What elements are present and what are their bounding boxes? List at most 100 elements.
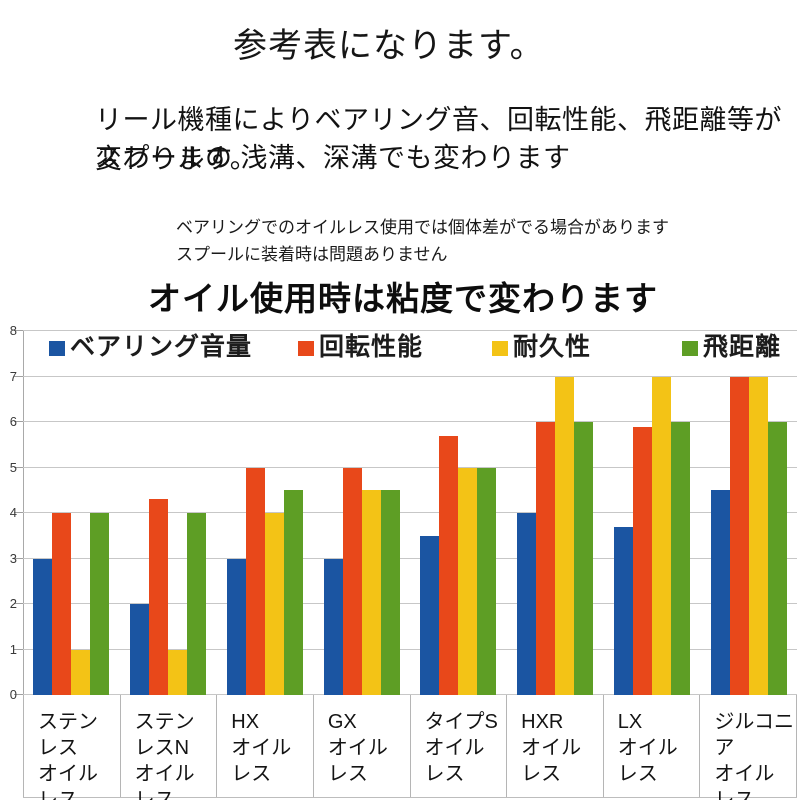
legend-item: 飛距離 bbox=[682, 332, 781, 362]
category-cell: ステンレス オイルレス bbox=[23, 695, 120, 800]
bar bbox=[245, 467, 265, 695]
note-line-2: スプールに装着時は問題ありません bbox=[176, 245, 448, 264]
gridline-7 bbox=[23, 375, 797, 377]
category-label-line2: オイルレス bbox=[134, 763, 195, 800]
bar bbox=[52, 513, 72, 695]
bar bbox=[90, 513, 110, 695]
bar bbox=[439, 435, 459, 695]
plot-area: 0 1 2 3 4 5 6 7 8 bbox=[10, 323, 797, 702]
page-title: 参考表になります。 bbox=[233, 27, 545, 65]
bar bbox=[632, 426, 652, 695]
y-axis-label: 7 bbox=[9, 368, 17, 384]
bar-group bbox=[700, 331, 797, 695]
gridline-3 bbox=[23, 557, 797, 559]
y-axis-tick bbox=[14, 603, 23, 604]
y-axis-tick bbox=[14, 375, 23, 377]
note-line-1: ベアリングでのオイルレス使用では個体差がでる場合があります bbox=[176, 218, 669, 237]
category-label-line1: ジルコニア bbox=[714, 711, 794, 759]
bar bbox=[226, 558, 246, 695]
description-line-2: スプールの 浅溝、深溝でも変わります bbox=[95, 143, 571, 173]
y-axis-label: 5 bbox=[9, 459, 17, 475]
bar bbox=[748, 376, 768, 695]
category-label-line2: オイルレス bbox=[327, 737, 388, 785]
y-axis-label: 0 bbox=[9, 687, 17, 702]
gridline-0 bbox=[23, 694, 797, 695]
bar bbox=[670, 422, 690, 695]
y-axis-label: 4 bbox=[9, 505, 17, 520]
category-cell: タイプS オイルレス bbox=[409, 695, 507, 797]
gridline-1 bbox=[23, 648, 797, 650]
bar bbox=[380, 490, 400, 695]
legend-label: 回転性能 bbox=[319, 333, 424, 361]
bar-group bbox=[217, 331, 314, 695]
bar bbox=[729, 376, 749, 695]
y-axis-tick bbox=[14, 421, 23, 422]
bar-group bbox=[604, 331, 701, 695]
category-cell: LX オイルレス bbox=[602, 695, 700, 797]
gridline-6 bbox=[23, 421, 797, 422]
category-cell: HX オイルレス bbox=[216, 695, 313, 797]
y-axis-label: 1 bbox=[9, 641, 17, 657]
category-label-line2: オイルレス bbox=[617, 737, 678, 785]
bar bbox=[323, 558, 343, 695]
y-axis-line bbox=[23, 331, 24, 695]
bar bbox=[477, 467, 497, 695]
y-axis-label: 8 bbox=[9, 323, 17, 338]
description-line-1: リール機種によりベアリング音、回転性能、飛距離等が変わります。 bbox=[95, 105, 782, 174]
category-label-line2: オイルレス bbox=[231, 737, 292, 785]
legend-swatch bbox=[298, 340, 314, 356]
legend-item: ベアリング音量 bbox=[49, 332, 252, 362]
bar bbox=[536, 422, 556, 695]
category-label-line2: オイルレス bbox=[521, 737, 582, 785]
legend-swatch bbox=[49, 340, 65, 356]
bar-group bbox=[23, 331, 120, 695]
bar-group bbox=[507, 331, 604, 695]
bar bbox=[168, 649, 188, 695]
category-label-line1: タイプS bbox=[424, 711, 498, 733]
category-label-line2: オイルレス bbox=[714, 763, 775, 800]
category-label-line1: ステンレスN bbox=[134, 711, 195, 759]
y-axis-tick bbox=[14, 466, 23, 468]
bar-group bbox=[120, 331, 217, 695]
bar bbox=[361, 490, 381, 695]
category-cell: HXR オイルレス bbox=[506, 695, 603, 797]
category-label-line1: HX bbox=[231, 711, 260, 733]
bar bbox=[613, 526, 633, 695]
bar bbox=[555, 376, 575, 695]
bar bbox=[517, 513, 537, 695]
y-axis-tick bbox=[14, 694, 23, 695]
chart-subtitle: オイル使用時は粘度で変わります bbox=[148, 280, 658, 317]
bar bbox=[33, 558, 53, 695]
y-axis-tick bbox=[14, 648, 23, 650]
bar bbox=[71, 649, 91, 695]
category-label-line1: ステンレス bbox=[38, 711, 98, 759]
category-cell: ジルコニアオイルレス bbox=[699, 695, 797, 800]
gridline-8 bbox=[23, 330, 797, 331]
y-axis-label: 6 bbox=[9, 414, 17, 429]
y-axis-tick bbox=[14, 557, 23, 559]
y-axis-label: 2 bbox=[9, 596, 17, 611]
bar bbox=[130, 604, 150, 695]
legend-item: 耐久性 bbox=[492, 332, 591, 362]
bar bbox=[767, 422, 787, 695]
bar bbox=[710, 490, 730, 695]
bar bbox=[458, 467, 478, 695]
gridline-4 bbox=[23, 512, 797, 513]
y-axis-tick bbox=[14, 330, 23, 331]
bar bbox=[187, 513, 207, 695]
bar bbox=[283, 490, 303, 695]
legend-label: 飛距離 bbox=[703, 333, 782, 361]
category-label-line1: HXR bbox=[521, 711, 564, 733]
y-axis-tick bbox=[14, 512, 23, 513]
bar-groups bbox=[23, 331, 797, 695]
category-label-line1: LX bbox=[617, 711, 643, 733]
category-cell: GX オイルレス bbox=[312, 695, 410, 797]
bar bbox=[264, 513, 284, 695]
bar bbox=[574, 422, 594, 695]
y-axis-label: 3 bbox=[9, 550, 17, 566]
bar bbox=[149, 499, 169, 695]
category-label-line1: GX bbox=[327, 711, 357, 733]
category-label-line2: オイルレス bbox=[424, 737, 485, 785]
